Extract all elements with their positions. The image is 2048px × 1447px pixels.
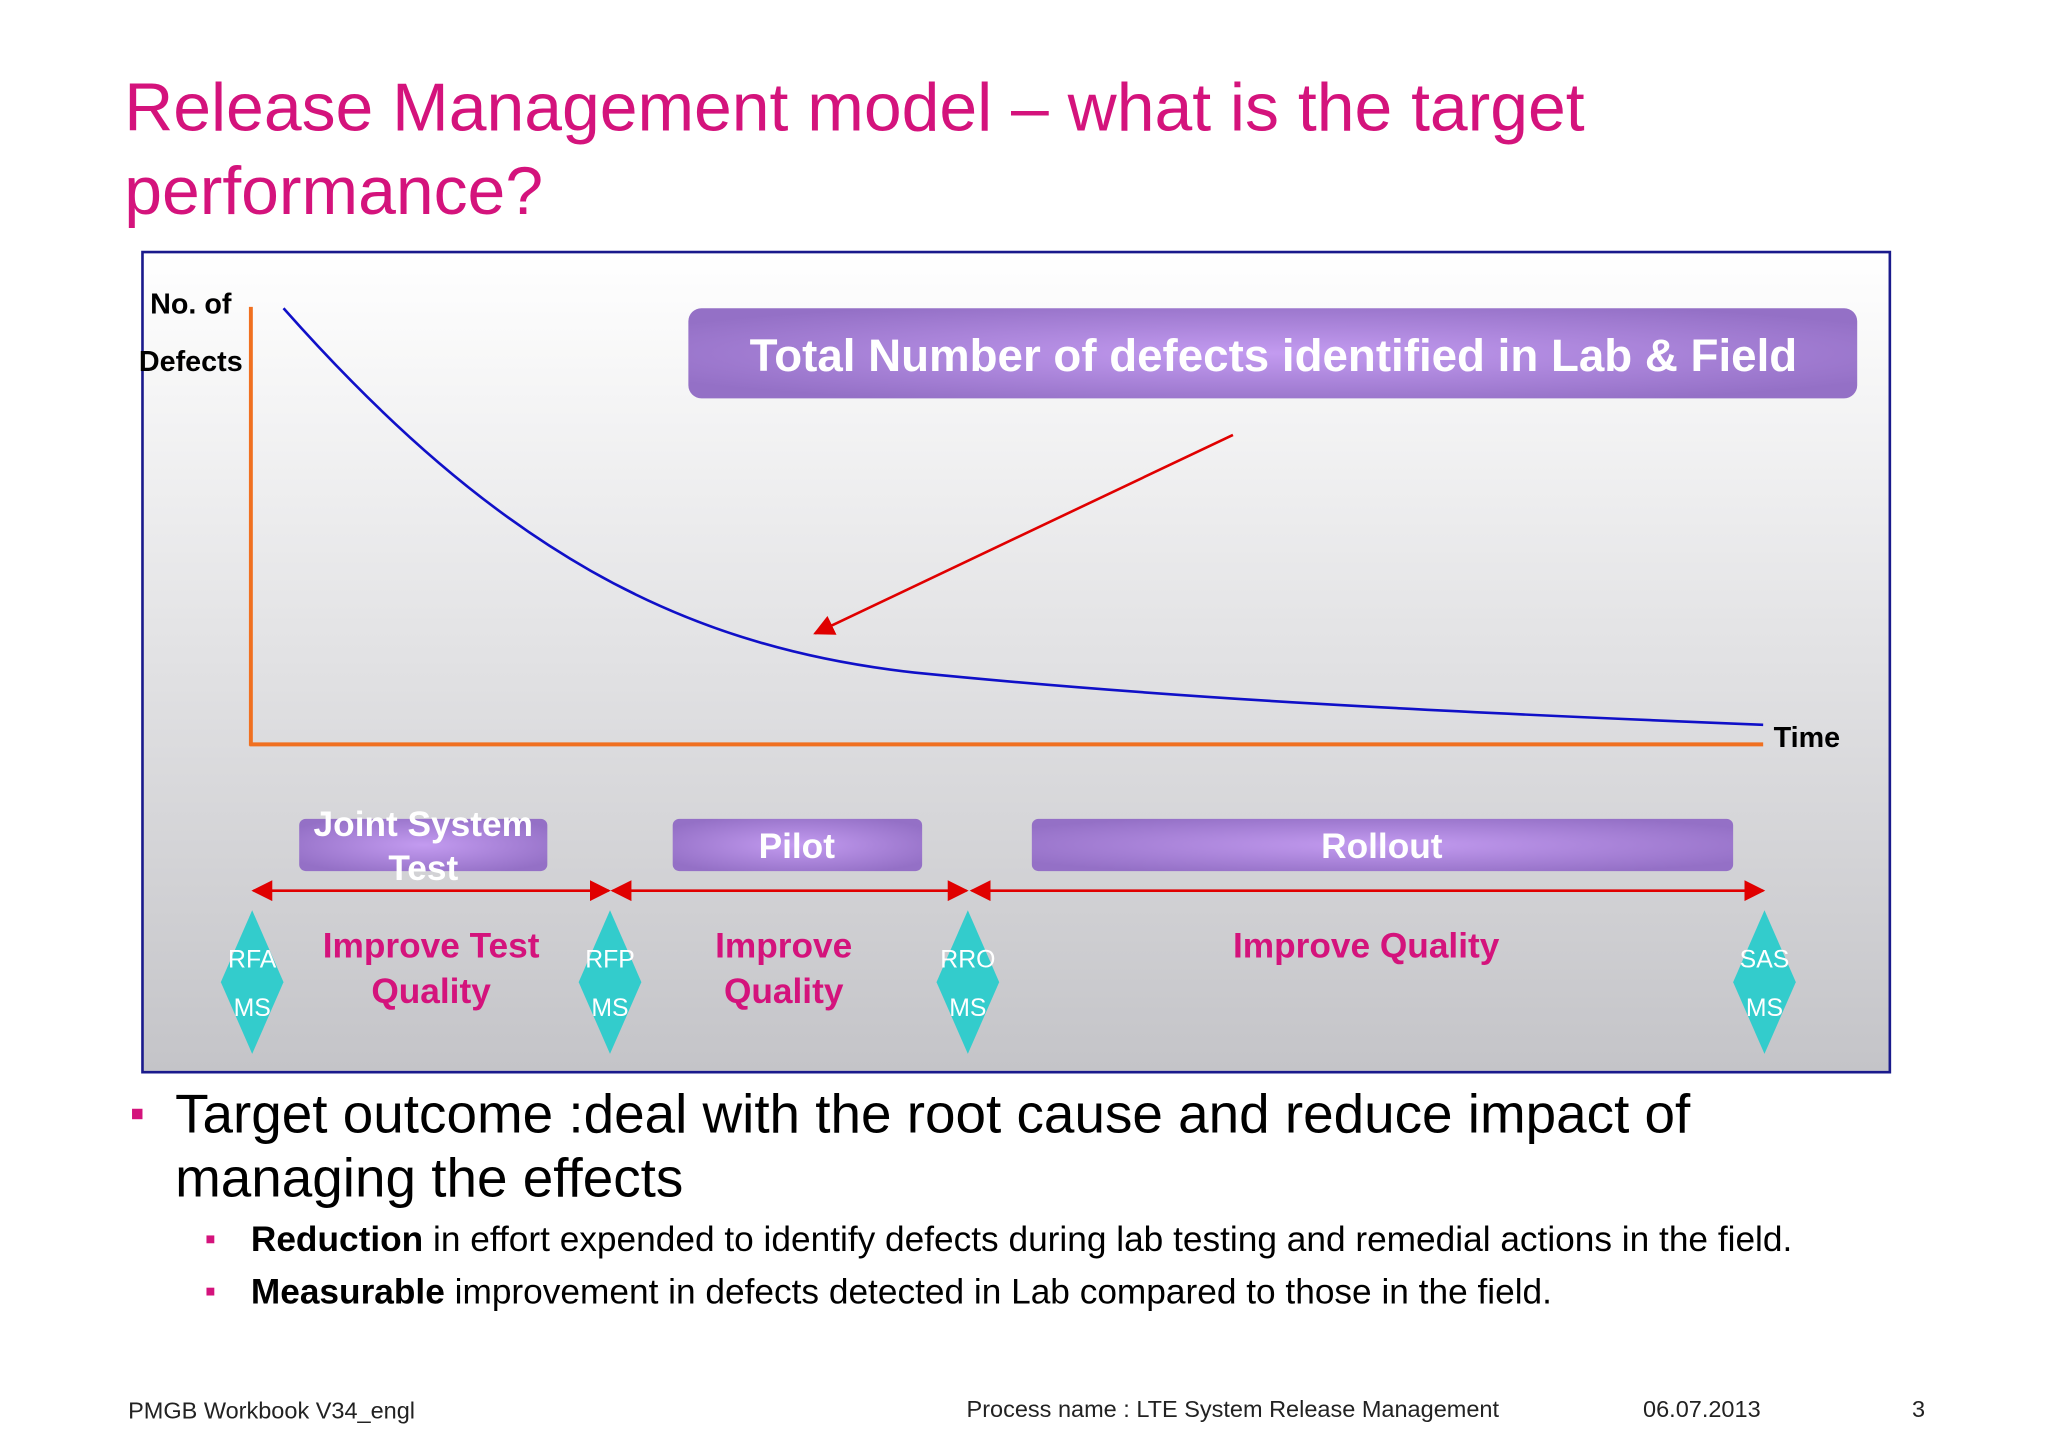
title: Release Management model – what is the t…: [124, 71, 1585, 230]
bullet-text: managing the effects: [175, 1146, 683, 1208]
sub-bullet: Measurable improvement in defects detect…: [251, 1272, 1552, 1311]
sub-bullet-bold: Reduction: [251, 1220, 423, 1259]
sub-bullet-bold: Measurable: [251, 1272, 445, 1311]
milestone-label: RFP: [585, 947, 635, 974]
phase-label: Joint System: [314, 805, 533, 844]
callout-text: Total Number of defects identified in La…: [750, 330, 1798, 381]
phase-label: Test: [388, 849, 458, 888]
sub-bullet-marker: [206, 1287, 215, 1296]
sub-bullet: Reduction in effort expended to identify…: [251, 1220, 1792, 1259]
improvement-label: Improve Test: [323, 926, 540, 965]
improvement-label: Improve: [715, 926, 852, 965]
phase-bar: [299, 818, 548, 872]
milestone-label: MS: [949, 995, 986, 1022]
improvement-label: Quality: [371, 972, 491, 1011]
y-axis-label: No. of: [150, 288, 232, 320]
defect-curve: [282, 307, 1764, 727]
phase-label: Pilot: [759, 827, 836, 866]
bullet-marker: [132, 1108, 143, 1120]
improvement-label: Quality: [724, 972, 844, 1011]
milestone-label: MS: [1746, 995, 1783, 1022]
footer-left: PMGB Workbook V34_engl: [128, 1397, 415, 1423]
milestone-diamond: [1733, 910, 1796, 1054]
milestones: RFA MS RFP MS RRO MS SAS MS: [220, 910, 1796, 1054]
milestone-label: MS: [591, 995, 628, 1022]
milestone-label: RRO: [940, 947, 995, 974]
improvement-label: Improve Quality: [1233, 926, 1500, 965]
footer-date: 06.07.2013: [1643, 1396, 1761, 1422]
milestone-diamond: [936, 910, 1000, 1054]
milestone-label: MS: [234, 995, 271, 1022]
milestone-label: RFA: [228, 947, 277, 974]
footer-center: Process name : LTE System Release Manage…: [967, 1396, 1500, 1422]
footer-page: 3: [1912, 1396, 1925, 1422]
callout-arrow: [813, 433, 1234, 635]
milestone-diamond: [220, 910, 284, 1054]
title-line: performance?: [124, 154, 543, 229]
phase-bar: [1031, 818, 1734, 872]
sub-bullet-text: improvement in defects detected in Lab c…: [455, 1272, 1552, 1311]
x-axis-label: Time: [1774, 722, 1841, 754]
milestone-label: SAS: [1740, 947, 1790, 974]
y-axis-label: Defects: [139, 346, 243, 378]
sub-bullet-marker: [206, 1235, 215, 1244]
title-line: Release Management model – what is the t…: [124, 71, 1585, 146]
phase-bar: [672, 818, 923, 872]
callout-box: [688, 308, 1858, 399]
bullet-text: Target outcome :deal with the root cause…: [175, 1082, 1691, 1144]
sub-bullet-text: in effort expended to identify defects d…: [433, 1220, 1792, 1259]
phase-label: Rollout: [1321, 827, 1443, 866]
